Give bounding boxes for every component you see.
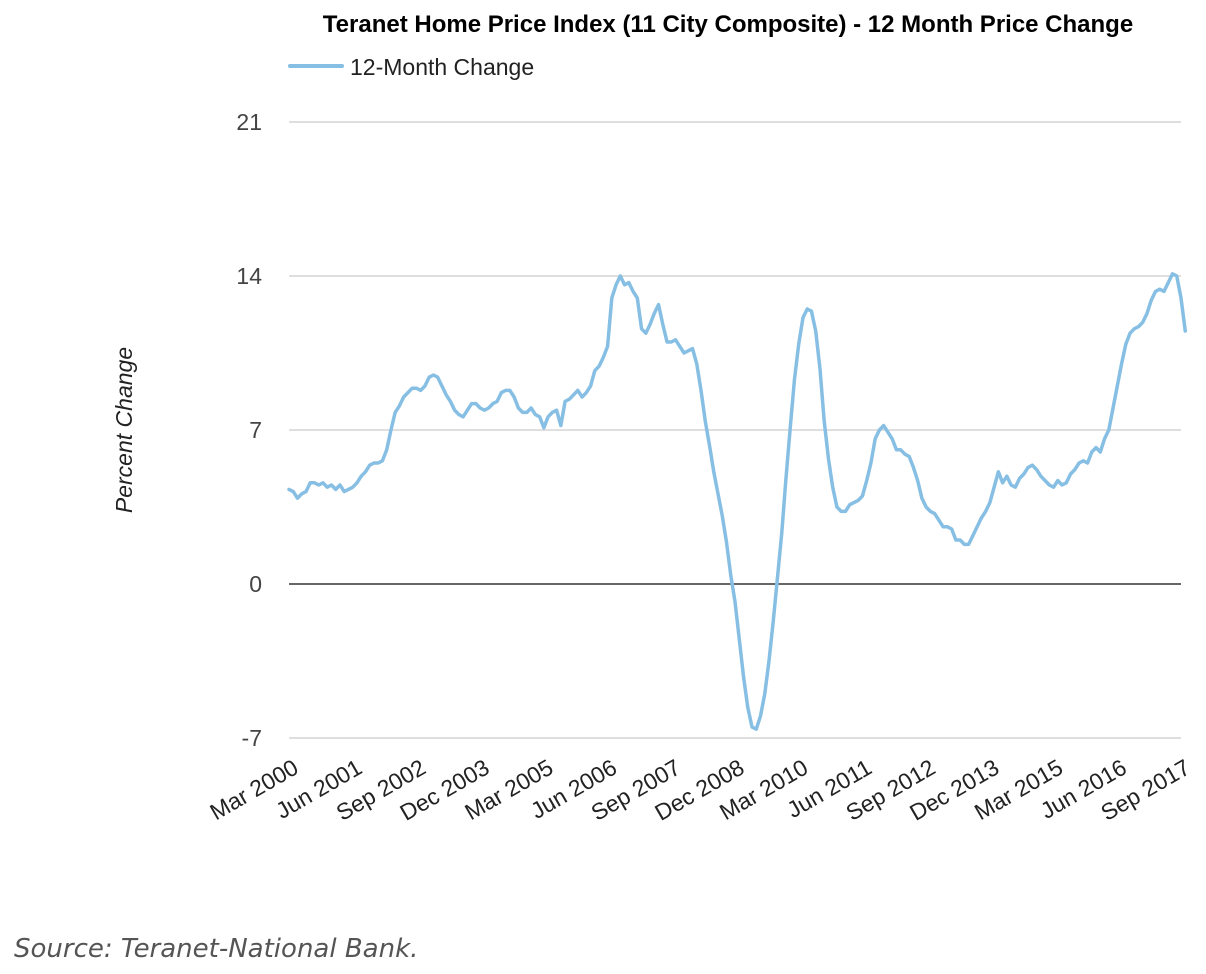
y-tick-labels: -7 0 7 14 21 [236,109,262,751]
legend[interactable]: 12-Month Change [288,54,534,80]
gridlines [289,121,1181,739]
chart-title: Teranet Home Price Index (11 City Compos… [323,11,1133,38]
series-layer [287,272,1187,731]
y-tick-label: 21 [236,109,262,135]
line-chart: Teranet Home Price Index (11 City Compos… [111,11,1195,826]
y-tick-label: 7 [249,417,262,443]
y-axis-label: Percent Change [111,347,137,513]
y-tick-label: 0 [249,571,262,597]
y-tick-label: -7 [242,725,262,751]
source-note: Source: Teranet-National Bank. [14,934,419,964]
y-tick-label: 14 [236,263,262,289]
series-line-12-month-change[interactable] [287,272,1187,731]
legend-label: 12-Month Change [350,54,534,80]
